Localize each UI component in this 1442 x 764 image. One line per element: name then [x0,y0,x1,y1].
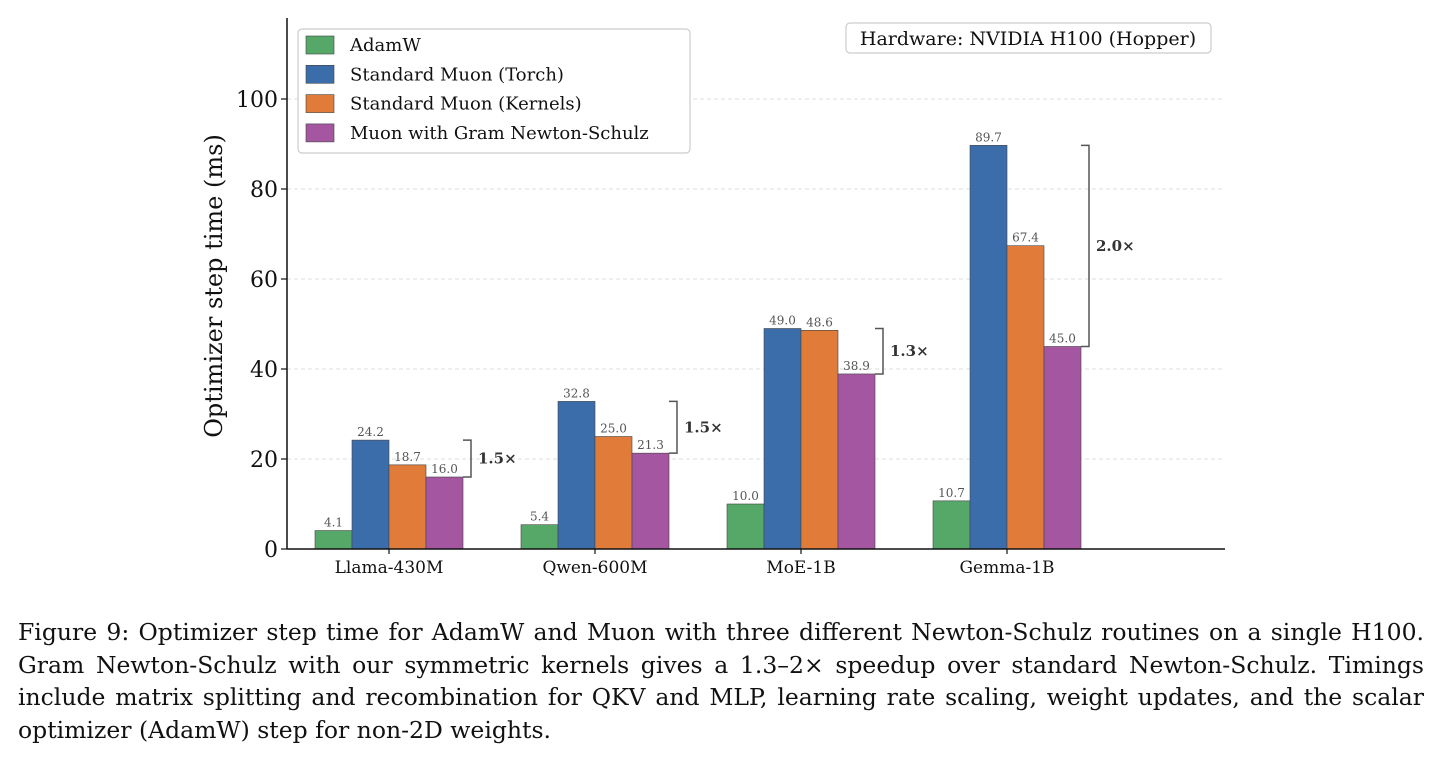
bar [631,452,670,550]
value-label: 48.6 [806,315,833,329]
speedup-bracket [463,439,472,478]
y-tick-label: 80 [250,178,278,203]
bar [1006,245,1045,550]
y-tick-label: 40 [250,358,278,383]
x-tick-label: Qwen-600M [542,558,647,578]
bar [763,328,802,550]
hardware-annotation-text: Hardware: NVIDIA H100 (Hopper) [860,28,1196,50]
bar [726,503,765,550]
bar [557,401,596,550]
legend-label: Standard Muon (Kernels) [350,94,582,115]
bar [314,530,353,550]
speedup-label: 1.5× [478,450,517,468]
speedup-label: 1.3× [890,342,929,360]
bar [594,436,633,550]
value-label: 25.0 [600,422,627,436]
x-tick-label: MoE-1B [766,558,835,578]
legend-swatch [305,94,335,113]
speedup-brackets: 1.5× 1.5× 1.3× 2.0× [463,144,1135,478]
y-tick-label: 20 [250,448,278,473]
value-label: 16.0 [431,462,458,476]
value-label: 89.7 [975,130,1002,144]
bar [425,476,464,550]
x-tick-label: Llama-430M [335,558,444,578]
bar [837,373,876,550]
value-label: 10.0 [732,489,759,503]
axes [281,18,1225,554]
legend-label: Muon with Gram Newton-Schulz [350,123,649,144]
value-label: 32.8 [563,386,590,400]
hardware-annotation: Hardware: NVIDIA H100 (Hopper) [845,22,1212,54]
speedup-label: 1.5× [684,418,723,436]
bars [314,145,1082,550]
value-label: 21.3 [637,438,664,452]
legend-swatch [305,123,335,143]
legend-label: AdamW [349,35,421,56]
value-label: 49.0 [769,314,796,328]
value-label: 4.1 [324,516,343,530]
value-label: 67.4 [1012,231,1039,245]
bar [1043,346,1082,550]
bar [388,464,427,550]
value-label: 38.9 [843,359,870,373]
hardware-annotation-box [845,22,1212,54]
bar-chart: 4.1 24.2 18.7 16.0 5.4 32.8 25.0 21.3 10.0 49.0 48… [200,18,1225,578]
figure-caption: Figure 9: Optimizer step time for AdamW … [18,618,1424,744]
legend-swatch [305,65,335,84]
legend-label: Standard Muon (Torch) [350,64,564,85]
speedup-bracket [1081,144,1090,348]
bar [932,500,971,550]
value-label: 18.7 [394,450,421,464]
speedup-bracket [669,400,678,454]
y-axis-label: Optimizer step time (ms) [200,134,228,438]
bar [351,439,390,550]
value-label: 45.0 [1049,332,1076,346]
value-label: 5.4 [530,510,549,524]
value-labels: 4.1 24.2 18.7 16.0 5.4 32.8 25.0 21.3 10.0 49.0 48… [324,130,1076,529]
gridlines [287,98,1225,460]
value-label: 10.7 [938,486,965,500]
y-tick-labels: 0 20 40 60 80 100 [236,88,278,563]
value-label: 24.2 [357,425,384,439]
y-tick-label: 60 [250,268,278,293]
legend-swatch [305,35,335,55]
y-tick-label: 0 [264,538,278,563]
bar [800,329,839,550]
bar [969,145,1008,550]
legend-box [297,28,691,154]
y-tick-label: 100 [236,88,278,113]
speedup-label: 2.0× [1096,237,1135,255]
x-tick-labels: Llama-430M Qwen-600M MoE-1B Gemma-1B [335,558,1055,578]
bar [520,524,559,550]
speedup-bracket [875,327,884,375]
x-tick-label: Gemma-1B [959,558,1054,578]
legend: AdamW Standard Muon (Torch) Standard Muon … [297,28,691,154]
